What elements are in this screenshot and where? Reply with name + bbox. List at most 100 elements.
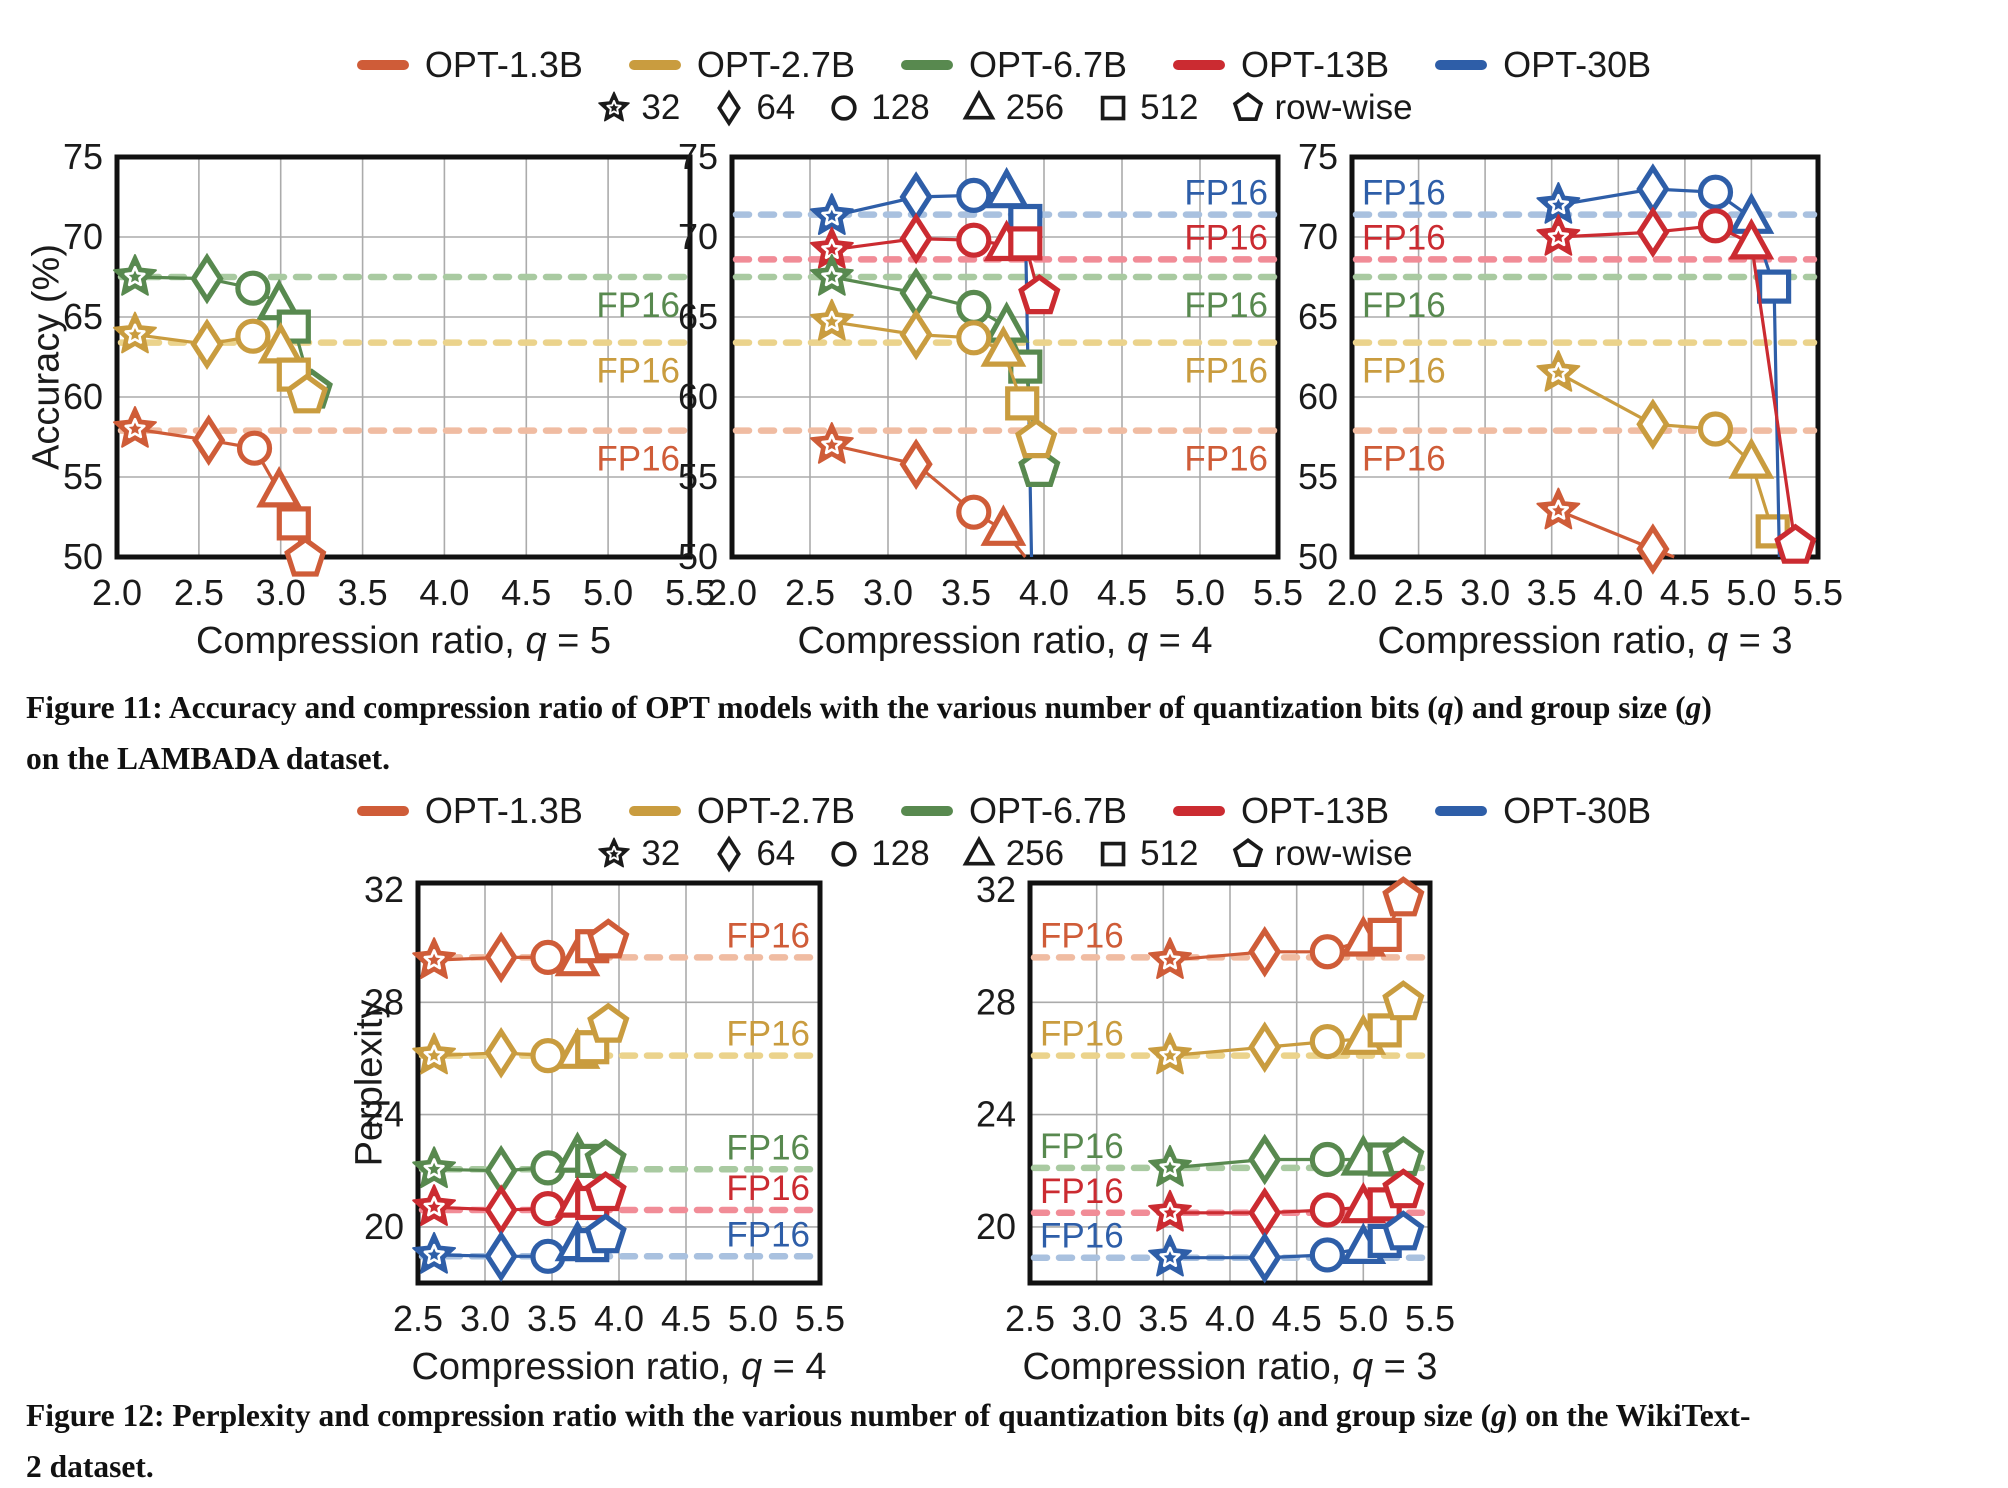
legend-model-OPT-13B: OPT-13B — [1173, 790, 1389, 832]
diamond-icon — [717, 835, 742, 873]
series-markers-OPT-2.7B — [412, 1002, 630, 1079]
diamond-marker — [899, 438, 933, 491]
star-icon — [598, 837, 631, 868]
y-tick-label: 50 — [678, 536, 718, 577]
triangle-icon — [962, 89, 996, 120]
square-marker — [1367, 917, 1402, 953]
legend-groupsize-256: 256 — [960, 834, 1064, 874]
fp16-label-OPT-2.7B: FP16 — [1040, 1015, 1124, 1054]
circle-marker — [831, 841, 857, 867]
star-inner — [1547, 499, 1569, 520]
circle-marker — [956, 320, 992, 356]
series-markers-OPT-30B — [1148, 1210, 1425, 1284]
triangle-marker — [980, 504, 1027, 546]
line-swatch-icon — [356, 806, 409, 816]
legend-groupsize-label: 256 — [1005, 88, 1065, 127]
diamond-marker — [1636, 523, 1670, 575]
circle-marker — [956, 289, 992, 325]
pentagon-marker — [1382, 876, 1425, 917]
legend-model-OPT-13B: OPT-13B — [1173, 44, 1389, 86]
x-tick-label: 5.0 — [1338, 1298, 1388, 1339]
legend-groupsize-256: 256 — [960, 88, 1064, 128]
x-tick-label: 5.5 — [795, 1298, 845, 1339]
pentagon-marker — [587, 1002, 630, 1043]
series-markers-OPT-1.3B — [412, 918, 630, 984]
legend-groupsize-row-wise: row-wise — [1229, 88, 1413, 128]
circle-marker — [530, 939, 566, 975]
star-marker — [412, 937, 456, 979]
fp16-label-OPT-30B: FP16 — [726, 1215, 810, 1254]
diamond-marker — [1636, 163, 1670, 215]
legend-groupsize-128: 128 — [825, 88, 930, 128]
circle-marker — [1309, 1141, 1345, 1178]
triangle-marker — [1728, 437, 1775, 479]
star-inner — [124, 323, 146, 344]
star-inner — [124, 417, 146, 439]
circle-marker — [1697, 411, 1734, 447]
legend-model-OPT-30B: OPT-30B — [1435, 790, 1651, 832]
figure12-caption: Figure 12: Perplexity and compression ra… — [26, 1398, 1751, 1485]
y-tick-label: 55 — [678, 456, 718, 497]
series-markers-OPT-2.7B — [1536, 350, 1790, 549]
y-tick-label: 60 — [1298, 376, 1338, 417]
line-swatch-icon — [1173, 806, 1226, 816]
star-marker — [809, 254, 854, 296]
series-markers-OPT-1.3B — [809, 422, 1027, 546]
circle-icon — [831, 95, 857, 121]
tick-labels: 2.0 2.5 3.0 3.5 4.0 4.5 5.0 5.5 75 70 65 60 55 50 — [678, 136, 1303, 613]
legend-groupsize-label: 32 — [641, 88, 681, 127]
line-swatch-icon — [628, 806, 681, 816]
y-tick-label: 70 — [678, 216, 718, 257]
x-tick-label: 4.5 — [661, 1298, 711, 1339]
series-markers-OPT-2.7B — [809, 298, 1058, 459]
legend-model-label: OPT-6.7B — [968, 790, 1128, 831]
x-tick-label: 3.0 — [1460, 572, 1510, 613]
legend-model-label: OPT-1.3B — [424, 44, 583, 85]
x-tick-label: 4.0 — [1593, 572, 1643, 613]
y-tick-label: 28 — [976, 981, 1016, 1022]
fp16-label-OPT-1.3B: FP16 — [1184, 440, 1268, 479]
y-tick-label: 20 — [364, 1206, 404, 1247]
legend-groupsize-32: 32 — [595, 834, 680, 874]
square-marker — [1100, 95, 1126, 121]
series-markers-OPT-30B — [412, 1213, 627, 1283]
fp16-label-OPT-30B: FP16 — [1040, 1217, 1124, 1256]
legend-groupsize-row-wise: row-wise — [1229, 834, 1413, 874]
pentagon-icon — [1232, 838, 1263, 867]
legend-model-OPT-2.7B: OPT-2.7B — [628, 790, 855, 832]
series-markers-OPT-13B — [1536, 206, 1817, 564]
triangle-marker — [983, 166, 1030, 209]
figure11-caption: Figure 11: Accuracy and compression rati… — [26, 690, 1712, 777]
star-marker — [113, 311, 157, 354]
diamond-marker — [484, 1184, 518, 1236]
y-tick-label: 50 — [63, 536, 103, 577]
series-markers-OPT-13B — [809, 212, 1061, 315]
line-swatch-icon — [356, 60, 409, 70]
diamond-marker — [192, 414, 226, 467]
pentagon-marker — [1018, 446, 1061, 487]
pentagon-marker — [1232, 838, 1263, 867]
diamond-marker — [717, 89, 742, 127]
square-marker — [276, 506, 311, 541]
legend-groupsize-32: 32 — [595, 88, 680, 128]
axes-spines — [415, 880, 823, 1286]
legend-groupsize-label: 512 — [1140, 834, 1199, 873]
star-marker — [809, 193, 854, 235]
pentagon-marker — [1015, 417, 1058, 459]
circle-marker — [956, 494, 992, 530]
star-marker — [1536, 487, 1581, 530]
legend-groupsize-512: 512 — [1094, 88, 1199, 128]
fp16-label-OPT-6.7B: FP16 — [726, 1128, 810, 1167]
series-markers-OPT-2.7B — [113, 311, 329, 414]
star-marker — [1536, 214, 1581, 256]
x-tick-label: 5.0 — [583, 572, 633, 613]
x-tick-label: 2.5 — [1394, 572, 1444, 613]
x-tick-label: 4.0 — [594, 1298, 644, 1339]
y-axis-label: Perplexity — [348, 1000, 390, 1167]
y-tick-label: 60 — [678, 376, 718, 417]
legend-model-OPT-1.3B: OPT-1.3B — [356, 44, 583, 86]
fp16-label-OPT-2.7B: FP16 — [596, 352, 680, 391]
x-tick-label: 4.0 — [1205, 1298, 1255, 1339]
